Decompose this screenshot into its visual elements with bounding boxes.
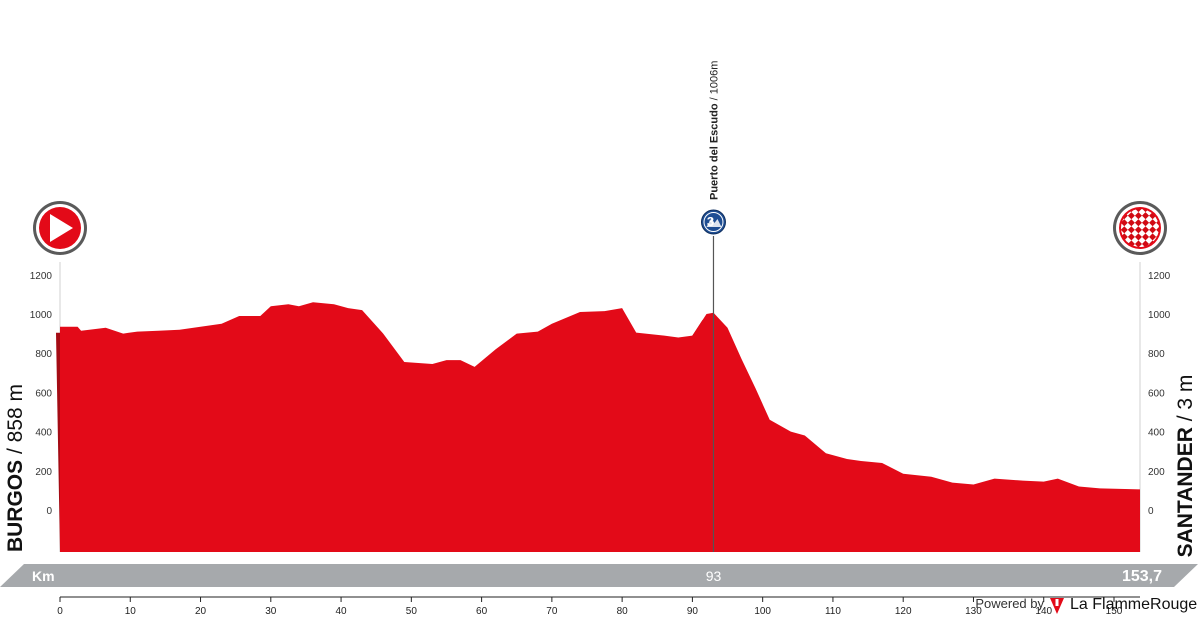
y-tick-label-left: 400 (35, 428, 52, 439)
y-tick-label-left: 800 (35, 349, 52, 360)
x-tick-label: 30 (265, 606, 277, 617)
y-tick-label-right: 400 (1148, 428, 1165, 439)
climb-category-icon: 3 (700, 209, 726, 235)
y-tick-label-left: 1200 (30, 271, 53, 282)
distance-band: Km 93 153,7 (0, 564, 1198, 587)
branding: Powered by La FlammeRouge (975, 596, 1197, 614)
x-tick-label: 10 (125, 606, 137, 617)
y-tick-label-right: 600 (1148, 388, 1165, 399)
marker-km-label: 93 (706, 568, 722, 584)
y-tick-label-right: 1000 (1148, 310, 1171, 321)
x-tick-label: 80 (617, 606, 629, 617)
x-tick-label: 110 (825, 606, 841, 617)
finish-city-label: SANTANDER / 3 m (1174, 375, 1197, 558)
y-tick-label-left: 200 (35, 467, 52, 478)
x-tick-label: 90 (687, 606, 699, 617)
profile-area (60, 302, 1140, 552)
y-axis-right-ticks: 0 200 400 600 800 1000 1200 (1148, 271, 1171, 517)
x-tick-label: 40 (336, 606, 348, 617)
climb-name-label: Puerto del Escudo / 1006m (708, 61, 720, 200)
y-tick-label-left: 600 (35, 388, 52, 399)
x-tick-label: 70 (546, 606, 558, 617)
y-tick-label-right: 0 (1148, 506, 1154, 517)
x-axis: 0 10 20 30 40 50 60 70 80 90 100 110 120 130 140 150 (57, 596, 1140, 617)
distance-unit-label: Km (32, 568, 55, 584)
climb-category-label: 3 (707, 214, 714, 229)
x-tick-label: 0 (57, 606, 63, 617)
y-tick-label-left: 0 (46, 506, 52, 517)
start-city: BURGOS (4, 460, 27, 552)
x-tick-label: 140 (1035, 606, 1052, 617)
finish-altitude: 3 m (1174, 375, 1197, 410)
play-triangle-icon (33, 201, 87, 255)
x-tick-label: 150 (1106, 606, 1123, 617)
climb-name: Puerto del Escudo (708, 103, 720, 200)
x-tick-label: 130 (965, 606, 982, 617)
y-tick-label-right: 800 (1148, 349, 1165, 360)
climb-altitude: / (708, 94, 720, 103)
x-tick-label: 100 (754, 606, 771, 617)
climb-marker: 3 Puerto del Escudo / 1006m (700, 61, 726, 552)
total-km-label: 153,7 (1122, 568, 1162, 585)
x-tick-label: 50 (406, 606, 418, 617)
start-altitude: 858 m (4, 384, 27, 442)
x-tick-label: 60 (476, 606, 488, 617)
brand-name: La FlammeRouge (1070, 596, 1197, 613)
climb-altitude-value: 1006m (708, 61, 720, 95)
y-tick-label-right: 1200 (1148, 271, 1171, 282)
flame-logo-icon (1050, 598, 1064, 614)
finish-city: SANTANDER (1174, 427, 1197, 557)
distance-band-shape (0, 564, 1198, 587)
y-tick-label-right: 200 (1148, 467, 1165, 478)
start-city-label: BURGOS / 858 m (4, 384, 27, 552)
elevation-profile (56, 302, 1140, 552)
powered-by-label: Powered by (975, 596, 1044, 611)
start-separator: / (4, 442, 27, 460)
x-tick-label: 120 (895, 606, 912, 617)
x-tick-label: 20 (195, 606, 207, 617)
y-tick-label-left: 1000 (30, 310, 53, 321)
y-axis-left-ticks: 0 200 400 600 800 1000 1200 (30, 271, 53, 517)
checkered-flag-icon (1113, 201, 1167, 255)
finish-separator: / (1174, 410, 1197, 428)
